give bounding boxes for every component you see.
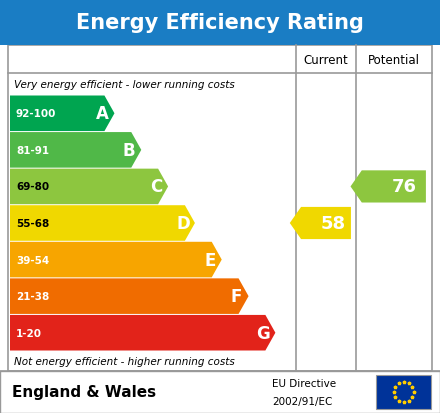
Text: C: C — [150, 178, 162, 196]
Text: F: F — [231, 287, 242, 305]
Text: Potential: Potential — [368, 53, 420, 66]
Polygon shape — [10, 242, 222, 278]
Text: 92-100: 92-100 — [16, 109, 56, 119]
Text: 2002/91/EC: 2002/91/EC — [272, 396, 332, 406]
Polygon shape — [10, 315, 275, 351]
Text: EU Directive: EU Directive — [272, 378, 336, 388]
Text: Energy Efficiency Rating: Energy Efficiency Rating — [76, 13, 364, 33]
Bar — [0, 371, 440, 413]
Polygon shape — [10, 279, 249, 314]
Polygon shape — [351, 171, 426, 203]
Text: 69-80: 69-80 — [16, 182, 49, 192]
Bar — [8, 46, 432, 371]
Text: England & Wales: England & Wales — [12, 385, 156, 399]
Text: A: A — [96, 105, 109, 123]
Text: Not energy efficient - higher running costs: Not energy efficient - higher running co… — [14, 356, 235, 366]
Text: 55-68: 55-68 — [16, 218, 49, 228]
Polygon shape — [10, 206, 195, 241]
Text: 76: 76 — [392, 178, 417, 196]
Text: B: B — [123, 142, 136, 159]
Bar — [0, 0, 440, 46]
Text: Current: Current — [304, 53, 348, 66]
Bar — [376, 375, 431, 409]
Text: 1-20: 1-20 — [16, 328, 42, 338]
Polygon shape — [290, 207, 351, 240]
Text: G: G — [257, 324, 270, 342]
Text: 81-91: 81-91 — [16, 145, 49, 155]
Text: 39-54: 39-54 — [16, 255, 49, 265]
Text: D: D — [176, 214, 190, 233]
Text: 58: 58 — [320, 214, 345, 233]
Polygon shape — [10, 96, 114, 132]
Polygon shape — [10, 169, 168, 205]
Text: E: E — [204, 251, 216, 269]
Text: 21-38: 21-38 — [16, 292, 49, 301]
Text: Very energy efficient - lower running costs: Very energy efficient - lower running co… — [14, 80, 235, 90]
Polygon shape — [10, 133, 141, 168]
